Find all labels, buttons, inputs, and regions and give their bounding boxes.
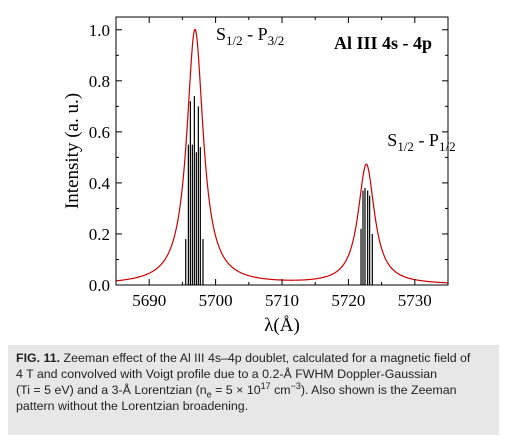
x-tick-label-2: 5710 [265, 291, 299, 310]
caption-label: FIG. 11. [16, 351, 61, 365]
annot-main: S [387, 130, 397, 150]
y-tick-label-4: 0.8 [89, 72, 110, 91]
x-tick-label-0: 5690 [132, 291, 166, 310]
caption-sub-e: e [206, 389, 212, 400]
annot-mid: - P [243, 24, 268, 44]
y-tick-label-2: 0.4 [89, 174, 111, 193]
caption-line3b: = 5 × 10 [211, 383, 261, 397]
caption-line1: Zeeman effect of the Al III 4s–4p double… [63, 351, 471, 365]
y-axis-title: Intensity (a. u.) [62, 93, 83, 209]
caption-line3c: cm [270, 383, 291, 397]
annot-sub2: 1/2 [439, 139, 456, 154]
y-tick-label-0: 0.0 [89, 276, 110, 295]
y-tick-label-1: 0.2 [89, 225, 110, 244]
caption-line3a: (Ti = 5 eV) and a 3-Å Lorentzian (n [16, 383, 207, 397]
x-axis-title: λ(Å) [264, 315, 300, 336]
annot-main: S [216, 24, 226, 44]
caption-sup-m3: −3 [290, 380, 301, 391]
zeeman-chart: 5690 5700 5710 5720 5730 0.0 0.2 0.4 0.6 0.8 1.0 I… [62, 16, 456, 336]
y-tick-label-5: 1.0 [89, 21, 110, 40]
x-tick-label-1: 5700 [199, 291, 233, 310]
figure-caption: FIG. 11. Zeeman effect of the Al III 4s–… [8, 345, 499, 435]
annot-sub1: 1/2 [397, 139, 414, 154]
annotation-s12-p12: S1/2 - P1/2 [387, 130, 455, 154]
annot-sub2: 3/2 [268, 33, 285, 48]
caption-line3d: ). Also shown is the Zeeman [300, 383, 457, 397]
caption-sup-17: 17 [260, 380, 271, 391]
axis-ticks: 5690 5700 5710 5720 5730 0.0 0.2 0.4 0.6 0.8 1.0 [89, 17, 449, 310]
caption-line2: 4 T and convolved with Voigt profile due… [16, 367, 438, 381]
annot-mid: - P [414, 130, 439, 150]
x-tick-label-3: 5720 [331, 291, 365, 310]
voigt-profile-line [115, 28, 449, 284]
y-tick-label-3: 0.6 [89, 123, 110, 142]
annot-sub1: 1/2 [226, 33, 243, 48]
caption-line4: pattern without the Lorentzian broadenin… [16, 399, 249, 413]
panel-label: Al III 4s - 4p [334, 33, 432, 53]
x-tick-label-4: 5730 [398, 291, 432, 310]
zeeman-sticks [185, 96, 373, 285]
annotation-s12-p32: S1/2 - P3/2 [216, 24, 284, 48]
